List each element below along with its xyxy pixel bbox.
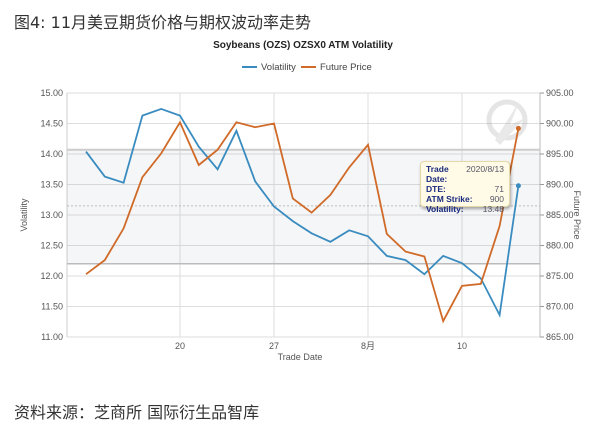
tooltip-value: 13.48 <box>482 204 504 214</box>
tooltip: Trade Date: 2020/8/13 DTE: 71 ATM Strike: 9… <box>420 161 510 214</box>
data-point-future-price <box>515 125 521 131</box>
tooltip-key: Trade Date: <box>426 164 449 184</box>
tooltip-value: 2020/8/13 <box>466 164 504 174</box>
tooltip-key: DTE: <box>426 184 446 194</box>
y-tick-label: 15.00 <box>40 88 63 98</box>
y-tick-label: 13.00 <box>40 210 63 220</box>
watermark-logo <box>486 99 528 145</box>
tooltip-key: ATM Strike: <box>426 194 473 204</box>
y-axis-title: Volatility <box>19 198 29 232</box>
legend[interactable]: Volatility Future Price <box>242 62 372 73</box>
tooltip-value: 71 <box>494 184 504 194</box>
y2-tick-label: 885.00 <box>546 210 574 220</box>
y-tick-label: 14.00 <box>40 149 63 159</box>
y-tick-label: 13.50 <box>40 180 63 190</box>
x-tick-label: 20 <box>175 341 185 351</box>
legend-future-price[interactable]: Future Price <box>320 62 372 73</box>
data-point-volatility <box>515 183 521 189</box>
tooltip-key: Volatility: <box>426 204 464 214</box>
figure-title: 图4: 11月美豆期货价格与期权波动率走势 <box>14 13 312 32</box>
series-line-volatility <box>85 107 520 318</box>
x-axis-title: Trade Date <box>278 352 323 362</box>
y-tick-label: 12.50 <box>40 241 63 251</box>
y2-tick-label: 900.00 <box>546 119 574 129</box>
source-note: 资料来源：芝商所 国际衍生品智库 <box>14 403 260 422</box>
chart-title: Soybeans (OZS) OZSX0 ATM Volatility <box>213 40 393 51</box>
y-tick-label: 14.50 <box>40 119 63 129</box>
y2-tick-label: 880.00 <box>546 241 574 251</box>
x-tick-label: 8月 <box>361 341 375 351</box>
y2-tick-label: 865.00 <box>546 332 574 342</box>
tooltip-value: 900 <box>489 194 504 204</box>
y2-tick-label: 905.00 <box>546 88 574 98</box>
legend-volatility[interactable]: Volatility <box>261 62 296 73</box>
x-tick-label: 27 <box>269 341 279 351</box>
series-line-future-price <box>85 120 520 324</box>
y-tick-label: 11.50 <box>41 302 63 312</box>
y-tick-label: 12.00 <box>40 271 63 281</box>
y2-tick-label: 895.00 <box>546 149 574 159</box>
x-tick-label: 10 <box>457 341 467 351</box>
y2-axis-title: Future Price <box>572 190 582 239</box>
y-tick-label: 11.00 <box>41 332 63 342</box>
y2-tick-label: 875.00 <box>546 271 574 281</box>
y2-tick-label: 870.00 <box>546 302 574 312</box>
y2-tick-label: 890.00 <box>546 180 574 190</box>
